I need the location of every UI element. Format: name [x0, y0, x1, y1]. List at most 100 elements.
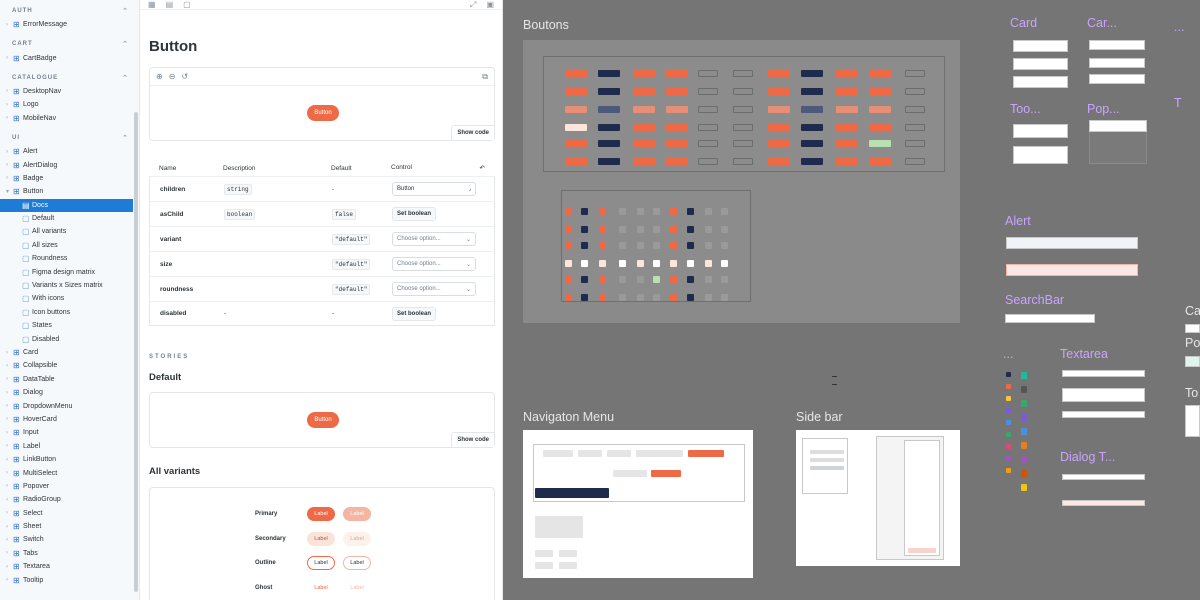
- collapse-icon[interactable]: ⌃: [122, 41, 129, 49]
- default-story-button[interactable]: Button: [307, 412, 339, 428]
- sidebar-item[interactable]: › ⊞ Switch: [0, 533, 139, 546]
- sidebar-item[interactable]: › ⊞ Input: [0, 426, 139, 439]
- frame-title-to[interactable]: To: [1185, 386, 1199, 400]
- sidebar-item[interactable]: › ⊞ Popover: [0, 480, 139, 493]
- component-title-textarea[interactable]: Textarea: [1060, 347, 1108, 361]
- sidebar-item-label: Figma design matrix: [32, 268, 96, 276]
- frame-icon[interactable]: ▢: [183, 0, 191, 9]
- sidebar-item[interactable]: › ⊞ LinkButton: [0, 453, 139, 466]
- variant-button[interactable]: Label: [307, 507, 335, 521]
- component-title-dialog[interactable]: Dialog T...: [1060, 450, 1116, 464]
- reset-controls-icon[interactable]: ↶: [479, 165, 485, 172]
- collapse-icon[interactable]: ⌃: [122, 134, 129, 142]
- frame-title-po[interactable]: Po: [1185, 336, 1200, 350]
- sidebar-item[interactable]: › ⊞ Label: [0, 440, 139, 453]
- component-title-t[interactable]: T: [1174, 96, 1182, 110]
- sidebar-item[interactable]: ▤ Docs: [0, 198, 133, 212]
- set-boolean-button[interactable]: Set boolean: [392, 207, 437, 221]
- preview-button[interactable]: Button: [307, 105, 339, 121]
- reset-zoom-icon[interactable]: ↺: [181, 72, 189, 81]
- sidebar-item[interactable]: › ⊞ Tabs: [0, 547, 139, 560]
- sidebar-item[interactable]: › ⊞ DesktopNav: [0, 85, 139, 98]
- zoom-in-icon[interactable]: ⊕: [156, 72, 163, 81]
- sidebar-item[interactable]: › ⊞ MobileNav: [0, 112, 139, 125]
- set-boolean-button[interactable]: Set boolean: [392, 306, 437, 321]
- sidebar-group-header[interactable]: UI ⌃: [12, 134, 129, 142]
- sidebar-item[interactable]: › ⊞ CartBadge: [0, 51, 139, 64]
- sidebar-item[interactable]: ▢ States: [0, 319, 139, 332]
- component-title-card[interactable]: Card: [1010, 16, 1038, 30]
- sidebar-item[interactable]: › ⊞ MultiSelect: [0, 466, 139, 479]
- sidebar-item[interactable]: › ⊞ Select: [0, 507, 139, 520]
- sidebar-item[interactable]: ▢ Figma design matrix: [0, 265, 139, 278]
- frame-title-navigation[interactable]: Navigaton Menu: [523, 410, 615, 424]
- show-code-button[interactable]: Show code: [451, 125, 494, 140]
- variant-button[interactable]: Label: [314, 585, 328, 591]
- sidebar-item[interactable]: ▢ Disabled: [0, 332, 139, 345]
- open-new-icon[interactable]: ⧉: [482, 71, 488, 81]
- matrix-button: [698, 106, 718, 113]
- sidebar-item[interactable]: › ⊞ Alert: [0, 145, 139, 158]
- sidebar-scrollbar[interactable]: [134, 112, 138, 592]
- collapse-icon[interactable]: ⌃: [122, 8, 129, 15]
- sidebar-item[interactable]: › ⊞ ErrorMessage: [0, 18, 139, 31]
- layout-icon[interactable]: ▤: [165, 0, 174, 9]
- select-control[interactable]: Choose option... ⌄: [392, 232, 476, 246]
- matrix-button: [733, 88, 753, 95]
- sidebar-item[interactable]: › ⊞ DropdownMenu: [0, 399, 139, 412]
- frame-title-boutons[interactable]: Boutons: [523, 18, 569, 32]
- panel-icon[interactable]: ▣: [486, 0, 494, 9]
- sidebar-item[interactable]: › ⊞ RadioGroup: [0, 493, 139, 506]
- component-title-card-2[interactable]: Car...: [1087, 16, 1117, 30]
- component-title-dots-2[interactable]: ...: [1174, 20, 1185, 34]
- sidebar-item[interactable]: ▢ With icons: [0, 292, 139, 305]
- preview-canvas: ⊕ ⊖ ↺ ⧉ Button Show code: [149, 67, 495, 141]
- sidebar-item[interactable]: › ⊞ Tooltip: [0, 573, 139, 586]
- frame-side-bar[interactable]: [796, 430, 960, 566]
- sidebar-item[interactable]: ▢ All sizes: [0, 239, 139, 252]
- show-code-button[interactable]: Show code: [451, 432, 494, 447]
- frame-navigation-menu[interactable]: [523, 430, 753, 578]
- story-icon: ▢: [22, 307, 30, 317]
- sidebar-item[interactable]: › ⊞ Logo: [0, 98, 139, 111]
- component-title-alert[interactable]: Alert: [1005, 214, 1031, 228]
- component-title-popover[interactable]: Pop...: [1087, 102, 1120, 116]
- collapse-icon[interactable]: ⌃: [122, 74, 129, 82]
- variant-button[interactable]: Label: [307, 532, 335, 546]
- color-swatch: [1006, 468, 1011, 473]
- sidebar-item[interactable]: › ⊞ AlertDialog: [0, 158, 139, 171]
- sidebar-item[interactable]: ▢ All variants: [0, 225, 139, 238]
- text-control-input[interactable]: Button ⌟: [392, 182, 476, 196]
- frame-title-sidebar[interactable]: Side bar: [796, 410, 843, 424]
- sidebar-group-header[interactable]: AUTH ⌃: [12, 8, 129, 15]
- sidebar-item[interactable]: › ⊞ DataTable: [0, 373, 139, 386]
- sidebar-item[interactable]: › ⊞ HoverCard: [0, 413, 139, 426]
- frame-boutons[interactable]: [523, 40, 960, 323]
- sidebar-group-header[interactable]: CART ⌃: [12, 41, 129, 49]
- sidebar-item[interactable]: ▢ Icon buttons: [0, 306, 139, 319]
- sidebar-item[interactable]: › ⊞ Badge: [0, 172, 139, 185]
- sidebar-item[interactable]: › ⊞ Dialog: [0, 386, 139, 399]
- sidebar-item[interactable]: ▢ Default: [0, 212, 139, 225]
- select-control[interactable]: Choose option... ⌄: [392, 257, 476, 271]
- sidebar-item[interactable]: › ⊞ Collapsible: [0, 359, 139, 372]
- component-title-dots[interactable]: ...: [1003, 347, 1014, 361]
- sidebar-item[interactable]: ▾ ⊞ Button: [0, 185, 139, 198]
- sidebar-item[interactable]: › ⊞ Textarea: [0, 560, 139, 573]
- figma-canvas[interactable]: Boutons Navigaton Menu Side bar Card Car…: [503, 0, 1200, 600]
- select-control[interactable]: Choose option... ⌄: [392, 282, 476, 296]
- sidebar-item[interactable]: ▢ Variants x Sizes matrix: [0, 279, 139, 292]
- color-swatch: [1006, 408, 1011, 413]
- variant-button[interactable]: Label: [307, 556, 335, 570]
- sidebar-item[interactable]: › ⊞ Card: [0, 346, 139, 359]
- expand-icon[interactable]: ⤢: [470, 0, 477, 9]
- component-title-searchbar[interactable]: SearchBar: [1005, 293, 1065, 307]
- sidebar-group-header[interactable]: CATALOGUE ⌃: [12, 74, 129, 82]
- sidebar-item[interactable]: › ⊞ Sheet: [0, 520, 139, 533]
- sidebar-item[interactable]: ▢ Roundness: [0, 252, 139, 265]
- grid-icon[interactable]: ▦: [148, 0, 156, 9]
- zoom-out-icon[interactable]: ⊖: [168, 72, 176, 81]
- variant-button-disabled: Label: [350, 585, 364, 591]
- component-title-tooltip[interactable]: Too...: [1010, 102, 1041, 116]
- frame-title-ca[interactable]: Ca: [1185, 304, 1200, 318]
